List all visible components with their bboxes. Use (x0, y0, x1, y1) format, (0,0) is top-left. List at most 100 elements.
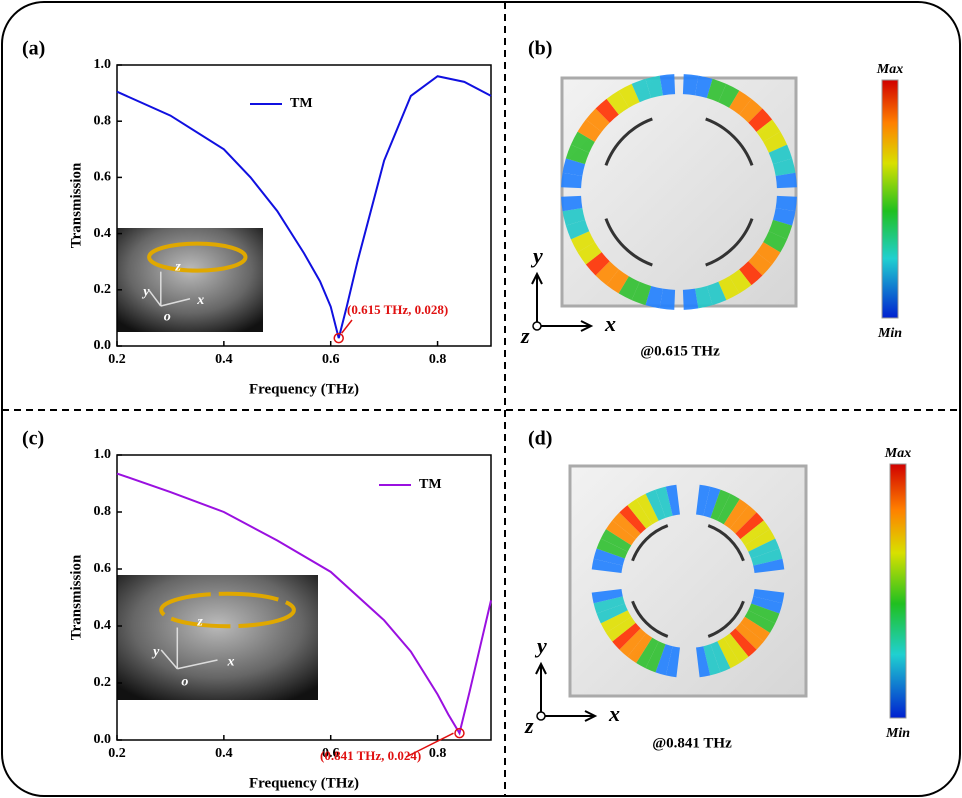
field-arrows (659, 288, 676, 310)
axis-letter: y (530, 243, 543, 268)
field-arrows (619, 628, 647, 657)
circulation-arrow (707, 600, 745, 638)
circulation-arrow (631, 600, 669, 638)
field-arrows (703, 644, 721, 676)
field-arrows (585, 252, 610, 276)
field-arrows (694, 285, 713, 309)
annotation-marker (333, 332, 344, 344)
field-arrows (718, 83, 740, 108)
field-arrows (729, 628, 757, 657)
field-arrows (682, 74, 699, 96)
circulation-arrow (604, 117, 653, 166)
field-square (568, 464, 808, 698)
axis-letter: x (604, 311, 616, 336)
inset-label: x (196, 293, 204, 308)
panel-label: (b) (528, 38, 552, 60)
inset-label: z (196, 615, 203, 630)
y-tick-label: 0.6 (94, 170, 112, 185)
field-arrows (655, 486, 673, 518)
panel-label: (c) (22, 428, 44, 450)
field-arrows (627, 633, 653, 663)
field-arrows (595, 261, 619, 286)
field-arrows (645, 641, 666, 673)
field-arrows (739, 261, 763, 286)
field-arrows (655, 644, 673, 676)
field-arrows (751, 548, 783, 566)
x-tick-label: 0.2 (108, 746, 126, 761)
field-arrows (612, 622, 641, 650)
field-arrows (600, 529, 632, 552)
field-arrows (565, 144, 590, 165)
field-arrows (768, 219, 793, 240)
field-arrows (740, 616, 770, 642)
annotation-arrow (405, 732, 454, 758)
y-tick-label: 0.4 (94, 226, 112, 241)
field-arrows (665, 484, 681, 516)
field-arrows (645, 75, 664, 99)
panel-label: (d) (528, 428, 552, 450)
field-arrows (600, 610, 632, 633)
inset-label: o (181, 675, 188, 690)
colorbar (889, 463, 907, 719)
y-tick-label: 0.0 (94, 732, 112, 747)
field-arrows (593, 596, 625, 614)
field-arrows (723, 499, 749, 529)
field-arrows (748, 108, 773, 132)
y-axis-label: Transmission (68, 162, 84, 248)
plot-frame (116, 454, 492, 741)
y-axis-label: Transmission (68, 554, 84, 640)
plot-frame (116, 64, 492, 347)
field-arrows (748, 603, 780, 624)
field-arrows (706, 78, 727, 103)
axis-letter: x (608, 701, 620, 726)
field-arrows (748, 252, 773, 276)
axis-letter: z (520, 323, 530, 348)
field-arrows (739, 98, 763, 123)
axis-origin (536, 711, 546, 721)
x-tick-label: 0.2 (108, 352, 126, 367)
field-arrows (561, 172, 583, 189)
field-arrows (717, 637, 740, 669)
field-arrows (744, 610, 776, 633)
colorbar (881, 79, 899, 319)
y-tick-label: 0.2 (94, 282, 112, 297)
field-arrows (729, 90, 752, 115)
field-arrows (577, 119, 602, 142)
field-arrows (775, 172, 797, 189)
y-tick-label: 1.0 (94, 57, 112, 72)
annotation-text: (0.615 THz, 0.028) (347, 302, 448, 317)
field-arrows (682, 288, 699, 310)
data-line (116, 75, 492, 339)
axis-letter: y (534, 633, 547, 658)
field-arrows (695, 484, 711, 516)
annotation-arrow (341, 319, 353, 334)
field-arrows (645, 285, 664, 309)
field-arrows (595, 98, 619, 123)
y-tick-label: 0.0 (94, 338, 112, 353)
legend-label: TM (290, 96, 313, 111)
field-arrows (606, 269, 629, 294)
field-arrows (636, 493, 659, 525)
field-caption: @0.615 THz (640, 343, 720, 359)
field-arrows (636, 637, 659, 669)
field-arrows (763, 131, 788, 153)
field-arrows (706, 281, 727, 306)
field-arrows (772, 158, 796, 177)
circulation-arrow (631, 524, 669, 562)
field-arrows (618, 276, 640, 301)
circulation-arrow (705, 117, 754, 166)
inset-label: z (174, 260, 181, 275)
field-arrows (718, 276, 740, 301)
field-arrows (763, 231, 788, 253)
field-arrows (606, 616, 636, 642)
x-tick-label: 0.6 (322, 352, 340, 367)
field-arrows (596, 603, 628, 624)
field-arrows (631, 78, 652, 103)
y-tick-label: 0.8 (94, 504, 112, 519)
x-axis-label: Frequency (THz) (249, 775, 359, 791)
field-arrows (751, 596, 783, 614)
field-caption: @0.841 THz (652, 735, 732, 751)
field-arrows (627, 499, 653, 529)
field-arrows (744, 529, 776, 552)
field-arrows (740, 520, 770, 546)
